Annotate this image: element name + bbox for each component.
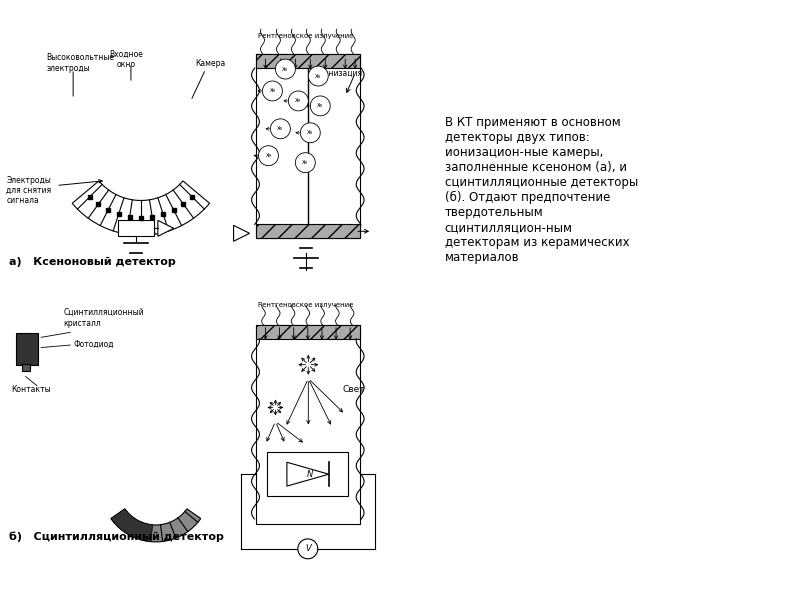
Polygon shape [158, 220, 174, 236]
Polygon shape [111, 509, 201, 542]
Text: Xe: Xe [278, 126, 283, 131]
Polygon shape [287, 462, 329, 486]
Text: а)   Ксеноновый детектор: а) Ксеноновый детектор [10, 257, 176, 267]
Circle shape [298, 539, 318, 559]
Text: В КТ применяют в основном
детекторы двух типов:
ионизацион-ные камеры,
заполненн: В КТ применяют в основном детекторы двух… [445, 116, 638, 264]
Circle shape [258, 146, 278, 166]
Text: N: N [306, 470, 313, 479]
Text: Рентгеновское излучение: Рентгеновское излучение [258, 33, 353, 39]
Circle shape [275, 59, 295, 79]
Text: Свет: Свет [342, 385, 365, 394]
Text: Xe: Xe [318, 103, 323, 109]
Text: Xe: Xe [295, 98, 302, 103]
Text: Контакты: Контакты [11, 385, 51, 394]
Text: Электроды
для снятия
сигнала: Электроды для снятия сигнала [6, 176, 51, 205]
Circle shape [262, 81, 282, 101]
Circle shape [308, 66, 328, 86]
Bar [255, 54, 360, 68]
Circle shape [300, 123, 320, 143]
Text: Xe: Xe [307, 130, 314, 135]
Circle shape [310, 96, 330, 116]
Text: Камера: Камера [196, 59, 226, 68]
Circle shape [270, 119, 290, 139]
Polygon shape [234, 226, 250, 241]
Text: Входное
окно: Входное окно [109, 49, 143, 69]
Text: Рентгеновское излучение: Рентгеновское излучение [258, 302, 353, 308]
Bar [255, 325, 360, 524]
Bar [118, 220, 154, 236]
Bar [255, 54, 360, 238]
Text: Xe: Xe [266, 153, 271, 158]
Text: Сцинтилляционный
кристалл: Сцинтилляционный кристалл [63, 308, 144, 328]
Bar [16, 333, 38, 365]
Text: Xe: Xe [270, 88, 275, 94]
Text: Высоковольтные
электроды: Высоковольтные электроды [46, 53, 114, 73]
Text: Ионизация: Ионизация [318, 68, 362, 77]
Bar [22, 364, 30, 371]
Text: V: V [305, 544, 310, 553]
Bar [255, 224, 360, 238]
Circle shape [288, 91, 308, 111]
Text: б)   Сцинтилляционный детектор: б) Сцинтилляционный детектор [10, 532, 224, 542]
Text: Xe: Xe [302, 160, 308, 165]
Text: Фотодиод: Фотодиод [73, 340, 114, 349]
Text: Xe: Xe [315, 74, 322, 79]
Bar [267, 452, 348, 496]
Polygon shape [72, 181, 210, 235]
Bar [255, 325, 360, 339]
Circle shape [295, 152, 315, 173]
Text: Xe: Xe [282, 67, 289, 71]
Polygon shape [111, 509, 153, 542]
